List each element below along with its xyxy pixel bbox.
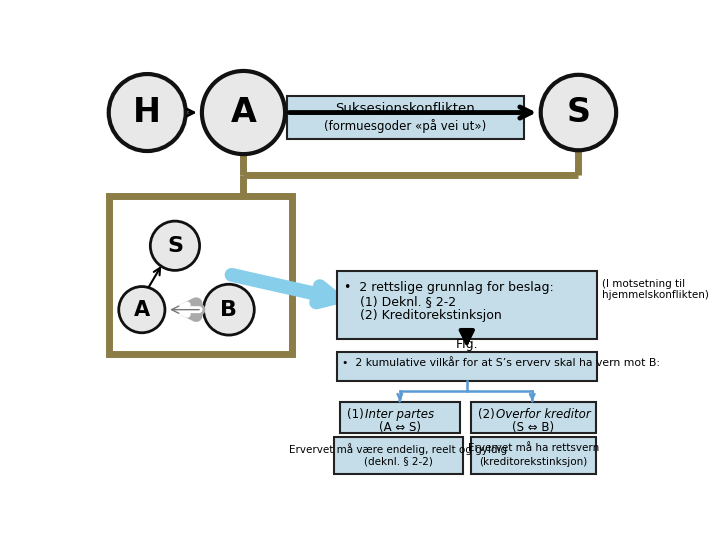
Circle shape xyxy=(204,284,254,335)
Circle shape xyxy=(150,221,199,271)
Circle shape xyxy=(541,75,616,150)
Text: •  2 kumulative vilkår for at S’s erverv skal ha vern mot B:: • 2 kumulative vilkår for at S’s erverv … xyxy=(342,358,660,368)
Text: (A ⇔ S): (A ⇔ S) xyxy=(379,421,420,434)
Text: Overfor kreditor: Overfor kreditor xyxy=(496,408,591,421)
Text: B: B xyxy=(220,300,238,320)
Text: S: S xyxy=(167,236,183,256)
Text: Ervervet må ha rettsvern: Ervervet må ha rettsvern xyxy=(468,443,599,453)
Text: (1) Deknl. § 2-2: (1) Deknl. § 2-2 xyxy=(344,295,456,308)
Text: (2): (2) xyxy=(478,408,499,421)
Circle shape xyxy=(202,71,285,154)
Text: A: A xyxy=(134,300,150,320)
Text: •  2 rettslige grunnlag for beslag:: • 2 rettslige grunnlag for beslag: xyxy=(344,281,554,294)
Text: Inter partes: Inter partes xyxy=(365,408,434,421)
Bar xyxy=(337,352,597,381)
Text: Suksesjonskonflikten: Suksesjonskonflikten xyxy=(336,102,475,115)
Text: (1): (1) xyxy=(348,408,368,421)
Text: (2) Kreditorekstinksjon: (2) Kreditorekstinksjon xyxy=(344,309,502,322)
Text: (I motsetning til: (I motsetning til xyxy=(601,279,685,289)
Bar xyxy=(340,402,460,433)
Text: (S ⇔ B): (S ⇔ B) xyxy=(513,421,554,434)
Text: (deknl. § 2-2): (deknl. § 2-2) xyxy=(364,457,433,467)
Text: A: A xyxy=(230,96,256,129)
Circle shape xyxy=(109,74,186,151)
Bar xyxy=(333,437,463,474)
Circle shape xyxy=(119,287,165,333)
Text: (formuesgoder «på vei ut»): (formuesgoder «på vei ut») xyxy=(324,119,486,133)
Text: Ervervet må være endelig, reelt og gyldig: Ervervet må være endelig, reelt og gyldi… xyxy=(289,443,508,455)
Bar xyxy=(471,437,596,474)
Bar xyxy=(337,271,597,339)
Bar xyxy=(471,402,596,433)
Text: S: S xyxy=(567,96,590,129)
Text: hjemmelskonflikten): hjemmelskonflikten) xyxy=(601,289,708,300)
Bar xyxy=(287,96,523,139)
Bar xyxy=(109,195,292,354)
Text: (kreditorekstinksjon): (kreditorekstinksjon) xyxy=(480,457,588,467)
Text: Flg.: Flg. xyxy=(456,338,478,351)
Text: H: H xyxy=(133,96,161,129)
